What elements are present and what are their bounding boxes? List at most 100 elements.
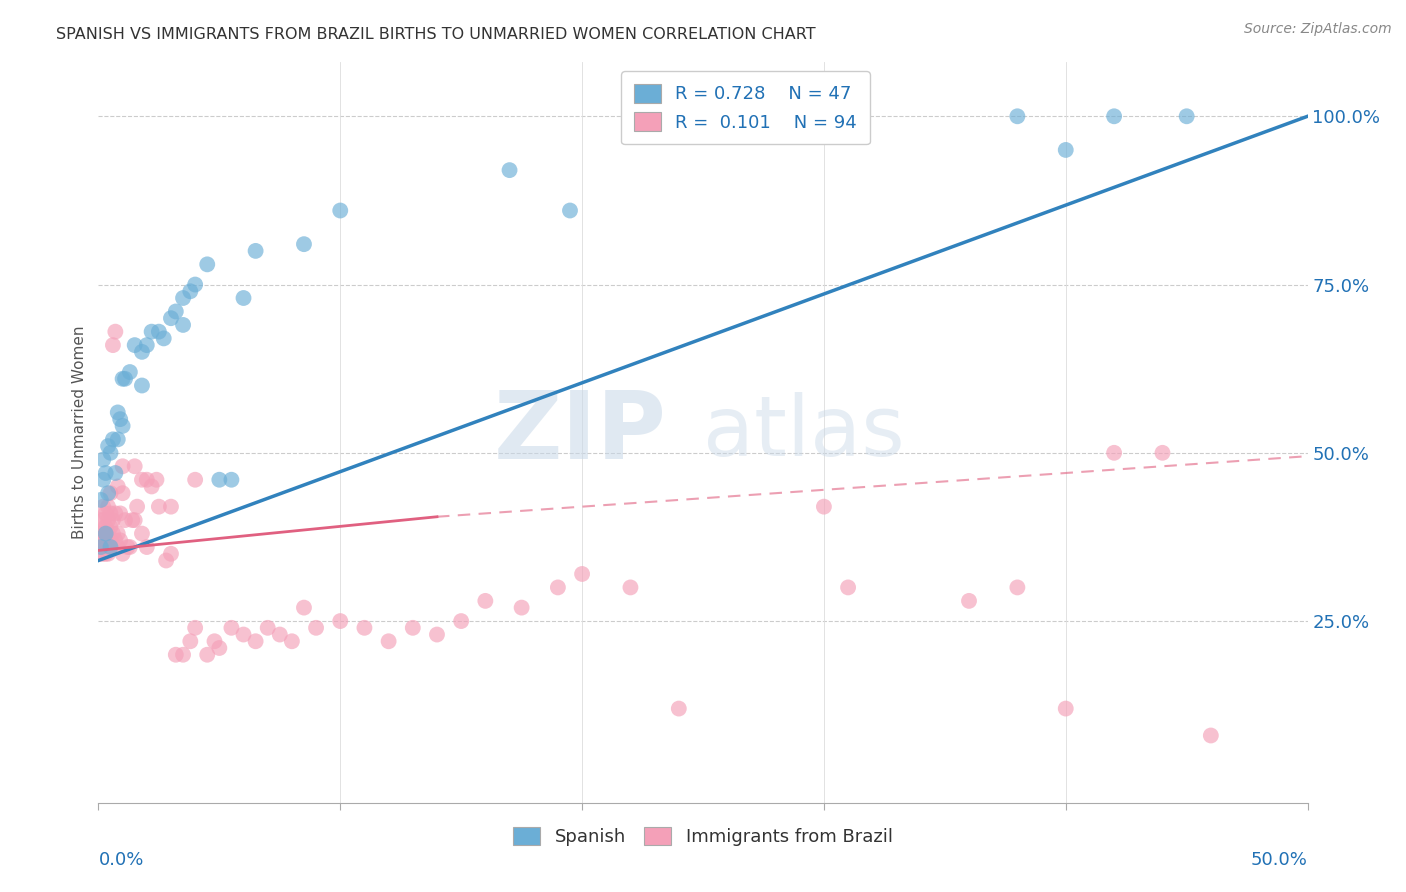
Point [104, 533, 127, 548]
Point [94, 466, 117, 480]
Point [94, 507, 117, 521]
Point [91, 547, 114, 561]
Point [94, 520, 117, 534]
Point [141, 479, 163, 493]
Text: SPANISH VS IMMIGRANTS FROM BRAZIL BIRTHS TO UNMARRIED WOMEN CORRELATION CHART: SPANISH VS IMMIGRANTS FROM BRAZIL BIRTHS… [56, 27, 815, 42]
Point [94, 540, 117, 554]
Point [135, 540, 157, 554]
Point [107, 526, 129, 541]
Point [107, 479, 129, 493]
Point [90, 533, 112, 548]
Point [837, 581, 859, 595]
Point [91, 500, 114, 514]
Point [160, 547, 183, 561]
Point [101, 433, 124, 447]
Point [245, 244, 267, 258]
Point [97, 500, 120, 514]
Point [292, 237, 315, 252]
Point [100, 507, 122, 521]
Point [498, 163, 520, 178]
Point [97, 439, 120, 453]
Point [97, 513, 120, 527]
Point [94, 526, 117, 541]
Text: 50.0%: 50.0% [1251, 851, 1308, 869]
Point [1054, 143, 1077, 157]
Point [281, 634, 304, 648]
Point [90, 540, 112, 554]
Point [104, 466, 127, 480]
Point [111, 547, 134, 561]
Point [100, 446, 122, 460]
Point [90, 540, 112, 554]
Point [104, 325, 127, 339]
Point [353, 621, 375, 635]
Point [114, 513, 136, 527]
Point [305, 621, 328, 635]
Point [1054, 701, 1077, 715]
Point [131, 344, 153, 359]
Point [117, 540, 139, 554]
Point [165, 304, 187, 318]
Point [1199, 729, 1222, 743]
Point [111, 418, 134, 433]
Point [204, 634, 226, 648]
Point [426, 627, 449, 641]
Point [97, 486, 120, 500]
Point [108, 533, 131, 548]
Point [97, 526, 120, 541]
Point [97, 540, 120, 554]
Point [131, 526, 153, 541]
Point [160, 311, 183, 326]
Point [668, 701, 690, 715]
Point [108, 507, 131, 521]
Point [135, 473, 157, 487]
Point [269, 627, 291, 641]
Point [402, 621, 425, 635]
Point [100, 540, 122, 554]
Point [172, 318, 194, 332]
Point [100, 486, 122, 500]
Point [107, 540, 129, 554]
Point [179, 285, 201, 299]
Point [118, 365, 141, 379]
Point [124, 459, 146, 474]
Point [813, 500, 835, 514]
Point [957, 594, 980, 608]
Point [1152, 446, 1174, 460]
Point [1175, 109, 1198, 123]
Point [107, 405, 129, 419]
Point [165, 648, 187, 662]
Point [131, 473, 153, 487]
Point [141, 325, 163, 339]
Point [111, 459, 134, 474]
Point [111, 372, 134, 386]
Point [100, 520, 122, 534]
Point [221, 473, 243, 487]
Point [91, 526, 114, 541]
Point [114, 372, 136, 386]
Point [1007, 581, 1029, 595]
Point [256, 621, 278, 635]
Text: atlas: atlas [703, 392, 904, 473]
Point [450, 614, 472, 628]
Point [510, 600, 533, 615]
Point [118, 540, 141, 554]
Point [94, 526, 117, 541]
Point [474, 594, 496, 608]
Point [184, 473, 207, 487]
Point [232, 627, 254, 641]
Point [97, 547, 120, 561]
Point [124, 513, 146, 527]
Point [155, 553, 177, 567]
Point [111, 486, 134, 500]
Point [558, 203, 581, 218]
Point [208, 640, 231, 655]
Point [127, 500, 149, 514]
Point [179, 634, 201, 648]
Point [145, 473, 167, 487]
Y-axis label: Births to Unmarried Women: Births to Unmarried Women [72, 326, 87, 540]
Point [245, 634, 267, 648]
Point [160, 500, 183, 514]
Point [108, 412, 131, 426]
Text: ZIP: ZIP [494, 386, 666, 479]
